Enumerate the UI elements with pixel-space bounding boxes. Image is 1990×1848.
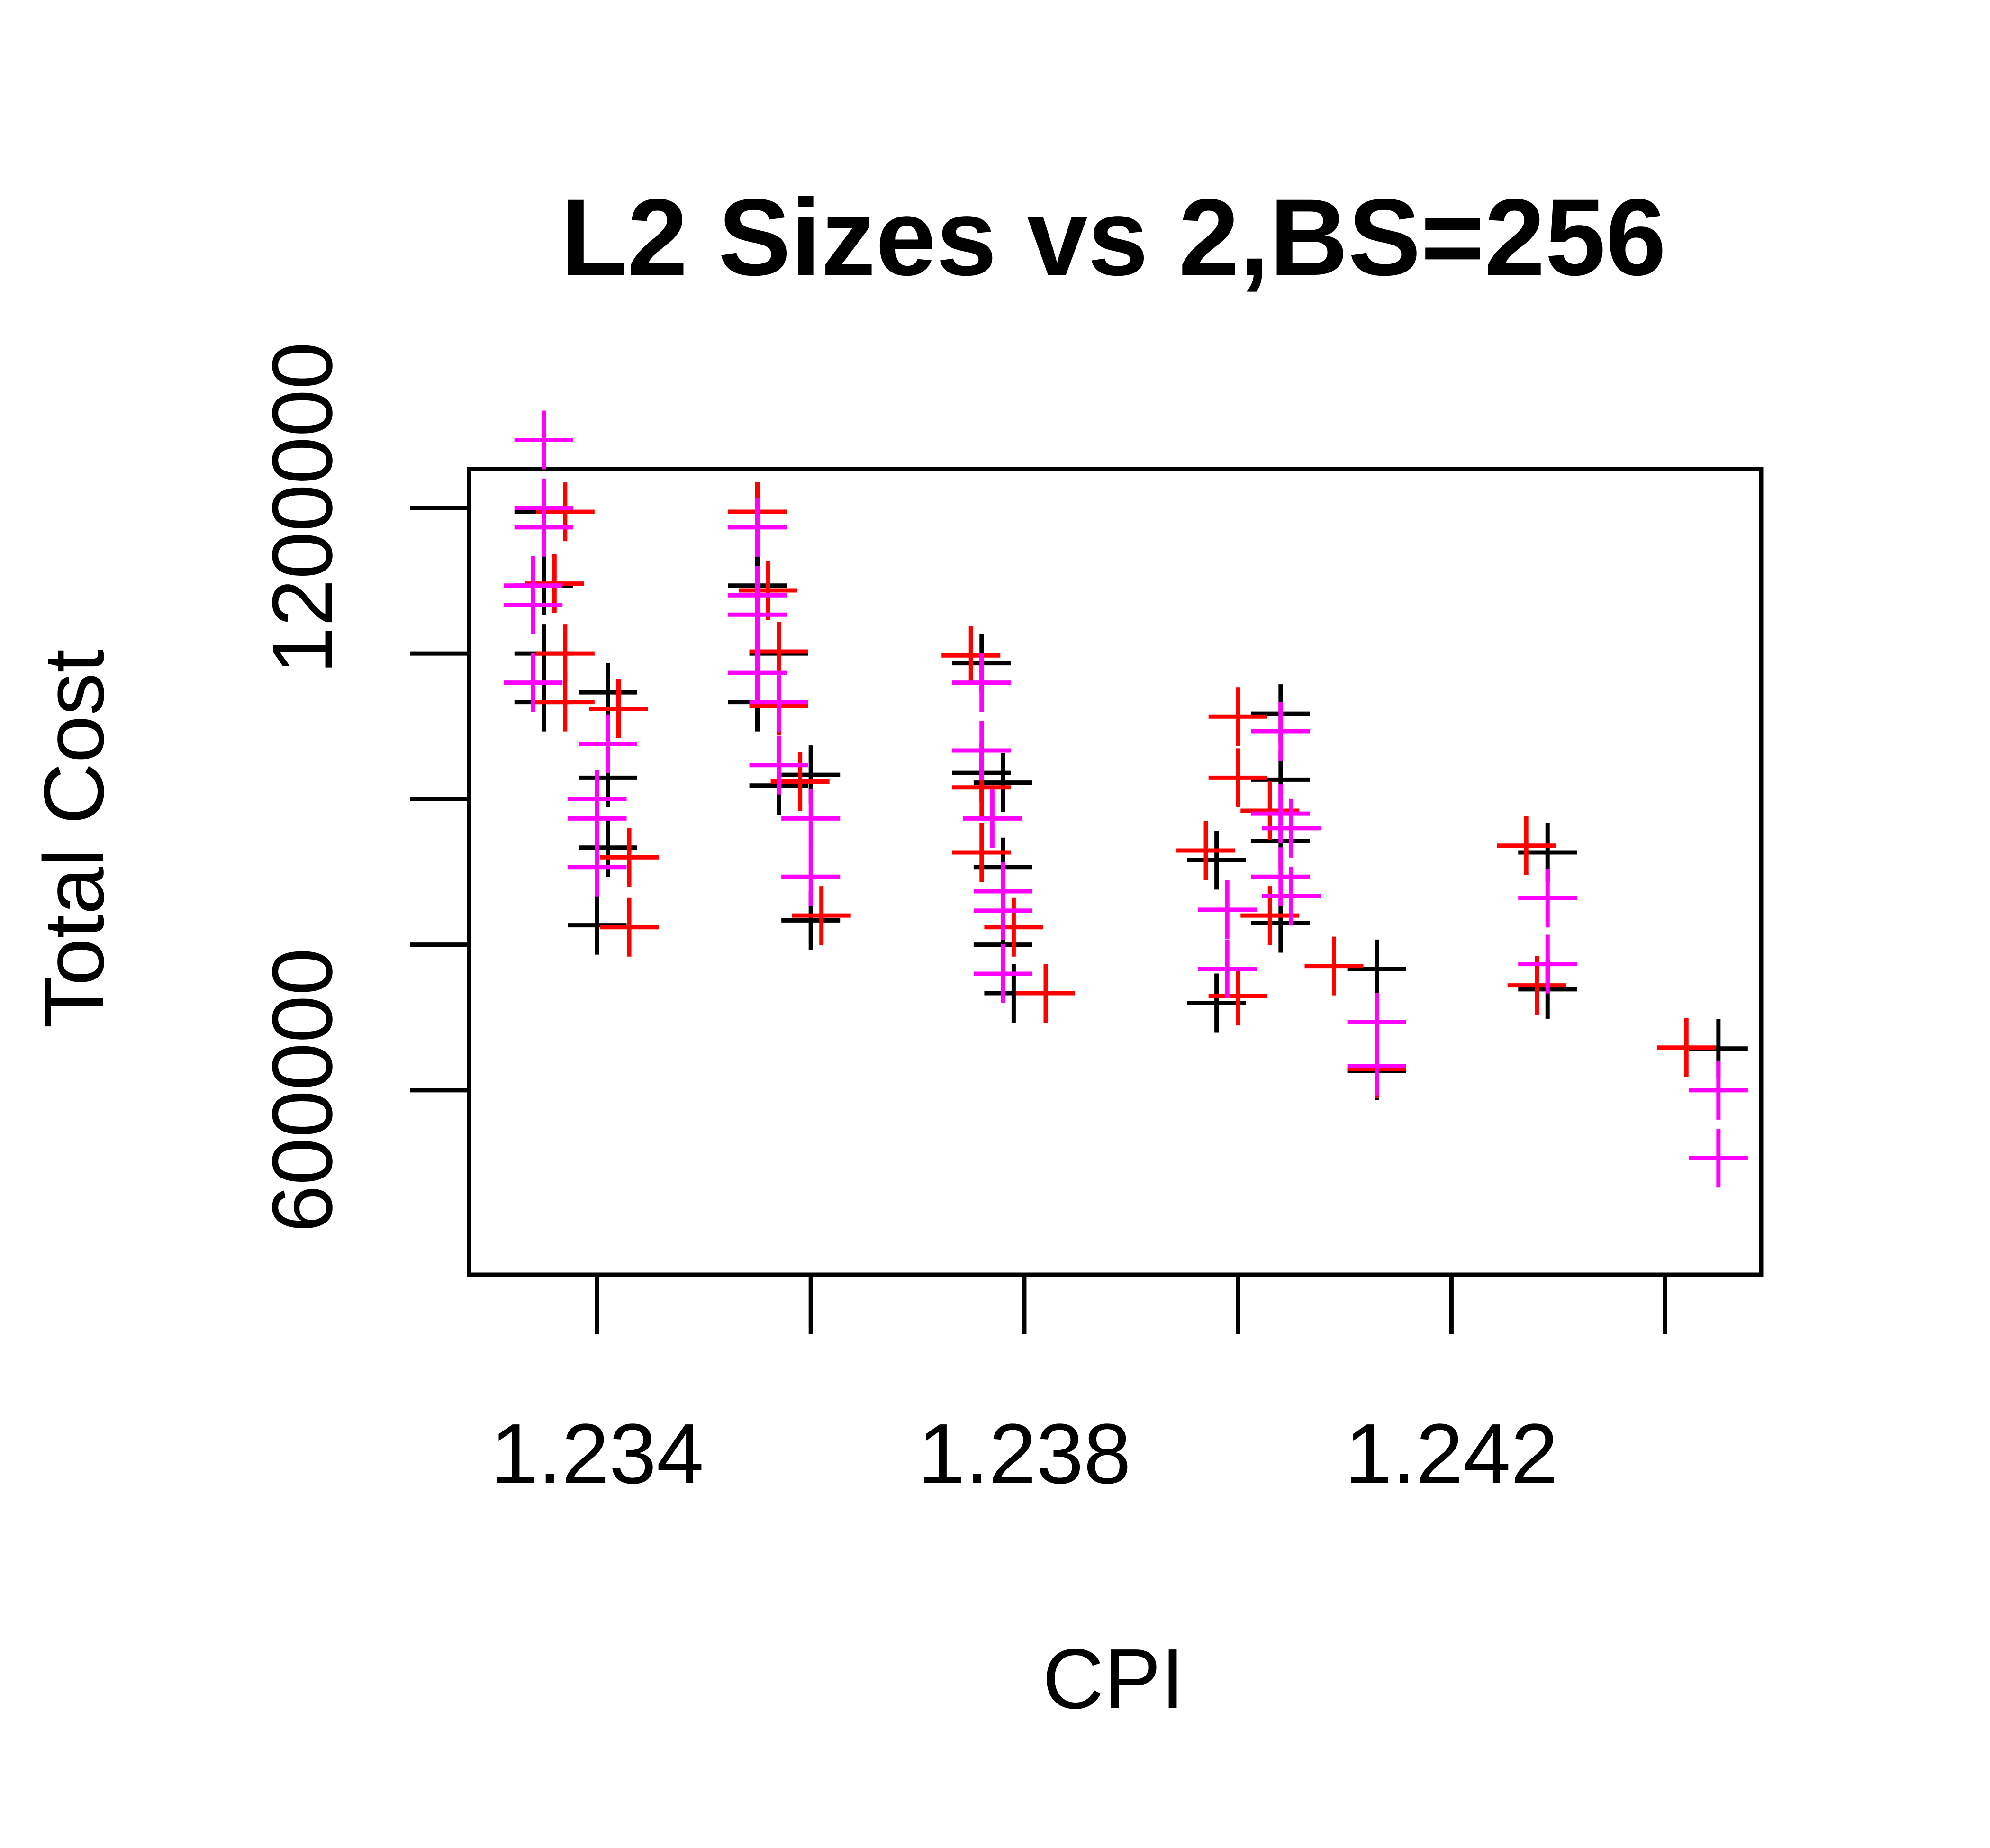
data-point-series-3 <box>749 735 808 795</box>
data-point-series-3 <box>1347 1036 1406 1096</box>
chart-title: L2 Sizes vs 2,BS=256 <box>561 176 1666 298</box>
y-tick-label: 1200000 <box>255 342 350 674</box>
data-point-series-3 <box>568 837 627 897</box>
data-point-series-2 <box>535 672 595 732</box>
data-point-series-3 <box>1251 702 1310 761</box>
data-point-series-3 <box>1251 784 1310 843</box>
data-point-series-3 <box>781 789 841 848</box>
y-tick-label: 600000 <box>255 948 350 1233</box>
data-point-series-3 <box>728 498 787 557</box>
data-points <box>504 410 1748 1188</box>
y-axis: 600000 1200000 <box>255 342 469 1233</box>
data-point-series-3 <box>1518 869 1577 928</box>
data-point-series-3 <box>1689 1060 1748 1120</box>
data-point-series-3 <box>973 944 1032 1004</box>
data-point-series-3 <box>1262 798 1321 858</box>
data-point-series-2 <box>1176 821 1236 880</box>
data-point-series-2 <box>1208 967 1267 1026</box>
data-point-series-2 <box>1657 1018 1716 1077</box>
data-point-series-1 <box>1187 831 1246 890</box>
plot-frame <box>467 467 1764 1277</box>
data-point-series-3 <box>728 585 787 644</box>
x-tick-label: 1.242 <box>1345 1406 1558 1502</box>
data-point-series-3 <box>1689 1129 1748 1188</box>
data-point-series-1 <box>1347 939 1406 998</box>
x-tick-label: 1.238 <box>918 1406 1131 1502</box>
data-point-series-3 <box>781 847 841 906</box>
data-point-series-3 <box>504 653 563 712</box>
data-point-series-3 <box>952 653 1011 712</box>
data-point-series-3 <box>514 410 573 470</box>
data-point-series-2 <box>1208 748 1267 807</box>
data-point-series-2 <box>984 897 1043 957</box>
data-point-series-2 <box>600 828 659 887</box>
data-point-series-3 <box>1262 867 1321 926</box>
data-point-series-2 <box>1304 936 1364 996</box>
data-point-series-2 <box>1016 964 1076 1023</box>
data-point-series-2 <box>1497 816 1556 875</box>
x-axis: 1.234 1.238 1.242 <box>490 1275 1667 1502</box>
data-point-series-2 <box>941 626 1001 685</box>
data-point-series-3 <box>973 881 1032 940</box>
data-point-series-3 <box>749 672 808 732</box>
data-point-series-2 <box>792 886 851 945</box>
data-point-series-1 <box>578 663 637 722</box>
data-point-series-3 <box>963 789 1022 848</box>
data-point-series-3 <box>1198 880 1257 939</box>
y-axis-label: Total Cost <box>27 649 122 1028</box>
data-point-series-2 <box>952 823 1011 882</box>
x-tick-label: 1.234 <box>490 1406 704 1502</box>
x-axis-label: CPI <box>1042 1631 1185 1727</box>
data-point-series-2 <box>589 679 648 738</box>
data-point-series-3 <box>1518 934 1577 994</box>
data-point-series-3 <box>504 575 563 634</box>
data-point-series-2 <box>600 897 659 957</box>
data-point-series-3 <box>514 498 573 557</box>
data-point-series-3 <box>1198 939 1257 998</box>
data-point-series-2 <box>1208 687 1267 746</box>
data-point-series-3 <box>578 714 637 773</box>
data-point-series-3 <box>952 721 1011 780</box>
data-point-series-2 <box>739 561 798 620</box>
